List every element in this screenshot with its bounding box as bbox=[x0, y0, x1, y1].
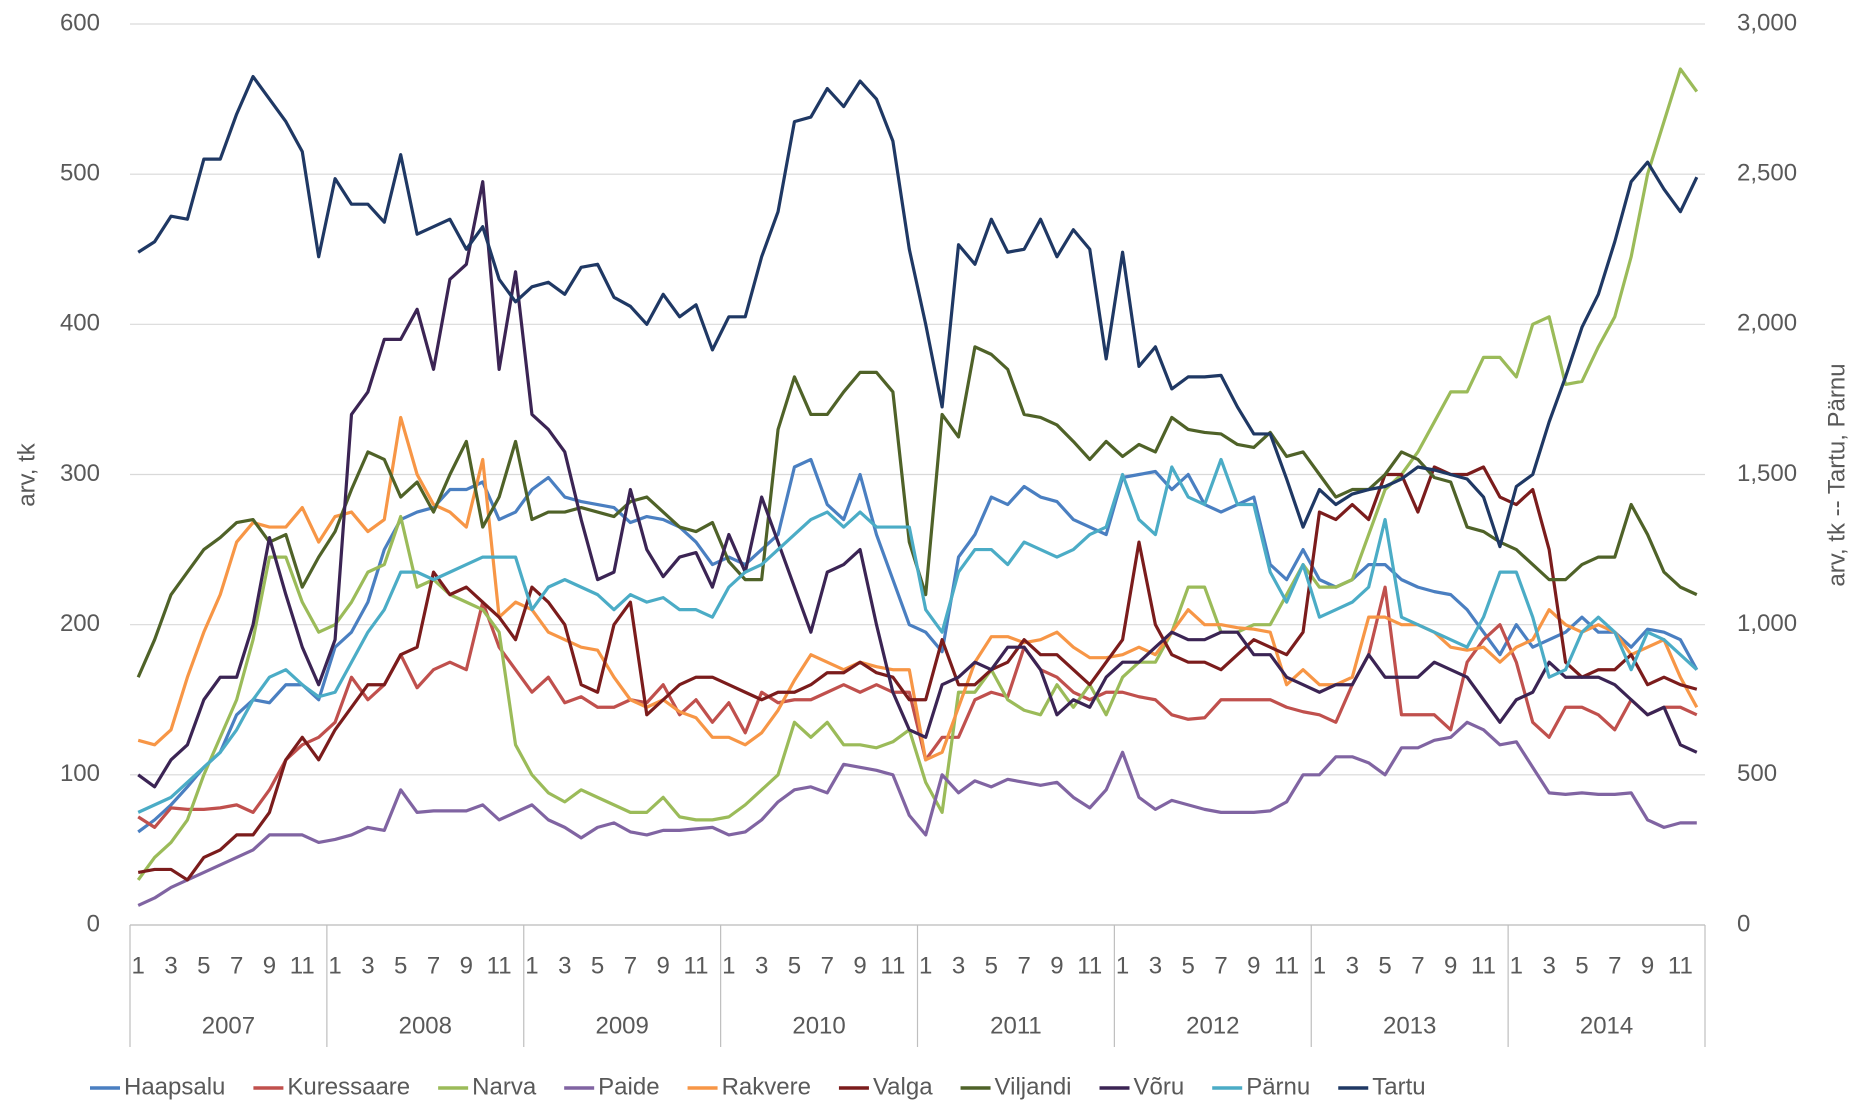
y-tick-label: 200 bbox=[60, 610, 100, 637]
year-label: 2014 bbox=[1580, 1012, 1633, 1039]
y2-tick-label: 2,500 bbox=[1737, 160, 1797, 187]
x-tick-label: 1 bbox=[328, 952, 341, 979]
series-line bbox=[138, 722, 1697, 905]
x-tick-label: 7 bbox=[230, 952, 243, 979]
x-tick-label: 7 bbox=[427, 952, 440, 979]
y-tick-label: 400 bbox=[60, 310, 100, 337]
year-label: 2009 bbox=[595, 1012, 648, 1039]
x-tick-label: 5 bbox=[1378, 952, 1391, 979]
y-tick-label: 600 bbox=[60, 9, 100, 36]
legend-label: Viljandi bbox=[995, 1073, 1072, 1100]
x-tick-label: 3 bbox=[1149, 952, 1162, 979]
chart: arv, tk arv, tk -- Tartu, Pärnu 0 100 200 3… bbox=[0, 0, 1855, 1104]
x-tick-label: 5 bbox=[197, 952, 210, 979]
y2-tick-label: 0 bbox=[1737, 910, 1750, 937]
y2-tick-label: 1,000 bbox=[1737, 610, 1797, 637]
x-tick-label: 1 bbox=[1313, 952, 1326, 979]
legend-label: Kuressaare bbox=[287, 1073, 410, 1100]
x-tick-label: 9 bbox=[657, 952, 670, 979]
x-tick-label: 11 bbox=[487, 952, 512, 979]
x-tick-label: 7 bbox=[1214, 952, 1227, 979]
x-tick-label: 5 bbox=[591, 952, 604, 979]
y2-tick-label: 2,000 bbox=[1737, 310, 1797, 337]
x-tick-label: 1 bbox=[919, 952, 932, 979]
x-tick-label: 11 bbox=[684, 952, 709, 979]
x-tick-label: 7 bbox=[1411, 952, 1424, 979]
x-tick-label: 7 bbox=[624, 952, 637, 979]
legend-label: Haapsalu bbox=[124, 1073, 225, 1100]
x-tick-label: 9 bbox=[1444, 952, 1457, 979]
year-label: 2010 bbox=[792, 1012, 845, 1039]
x-tick-label: 9 bbox=[1247, 952, 1260, 979]
x-tick-label: 1 bbox=[1116, 952, 1129, 979]
x-tick-label: 11 bbox=[1077, 952, 1102, 979]
year-label: 2008 bbox=[399, 1012, 452, 1039]
x-tick-label: 3 bbox=[755, 952, 768, 979]
legend-label: Paide bbox=[598, 1073, 659, 1100]
legend-label: Rakvere bbox=[722, 1073, 811, 1100]
year-label: 2011 bbox=[990, 1012, 1042, 1039]
x-tick-label: 3 bbox=[1542, 952, 1555, 979]
y2-tick-label: 3,000 bbox=[1737, 9, 1797, 36]
x-tick-label: 9 bbox=[1641, 952, 1654, 979]
x-tick-label: 9 bbox=[1050, 952, 1063, 979]
y-tick-label: 500 bbox=[60, 160, 100, 187]
x-tick-label: 1 bbox=[1510, 952, 1523, 979]
y2-axis-title: arv, tk -- Tartu, Pärnu bbox=[1823, 363, 1850, 586]
y2-tick-label: 500 bbox=[1737, 760, 1777, 787]
x-tick-label: 5 bbox=[985, 952, 998, 979]
x-tick-label: 7 bbox=[821, 952, 834, 979]
x-tick-label: 9 bbox=[263, 952, 276, 979]
y-tick-label: 300 bbox=[60, 460, 100, 487]
legend-label: Pärnu bbox=[1246, 1073, 1310, 1100]
x-tick-label: 3 bbox=[164, 952, 177, 979]
x-tick-label: 7 bbox=[1608, 952, 1621, 979]
y-tick-label: 100 bbox=[60, 760, 100, 787]
legend-label: Valga bbox=[873, 1073, 933, 1100]
x-tick-label: 3 bbox=[558, 952, 571, 979]
x-tick-label: 1 bbox=[525, 952, 538, 979]
legend-label: Võru bbox=[1134, 1073, 1185, 1100]
x-tick-label: 7 bbox=[1017, 952, 1030, 979]
x-tick-label: 11 bbox=[1471, 952, 1496, 979]
x-tick-label: 11 bbox=[290, 952, 315, 979]
x-tick-label: 5 bbox=[788, 952, 801, 979]
x-tick-label: 9 bbox=[460, 952, 473, 979]
x-tick-label: 3 bbox=[361, 952, 374, 979]
x-tick-label: 9 bbox=[853, 952, 866, 979]
x-tick-label: 1 bbox=[132, 952, 145, 979]
x-tick-label: 5 bbox=[1182, 952, 1195, 979]
x-tick-label: 3 bbox=[952, 952, 965, 979]
year-label: 2007 bbox=[202, 1012, 255, 1039]
y2-tick-label: 1,500 bbox=[1737, 460, 1797, 487]
legend-label: Narva bbox=[472, 1073, 537, 1100]
y-tick-label: 0 bbox=[87, 910, 100, 937]
x-tick-label: 3 bbox=[1346, 952, 1359, 979]
x-tick-label: 11 bbox=[1668, 952, 1693, 979]
year-label: 2012 bbox=[1186, 1012, 1239, 1039]
x-tick-label: 5 bbox=[394, 952, 407, 979]
year-label: 2013 bbox=[1383, 1012, 1436, 1039]
x-tick-label: 11 bbox=[880, 952, 905, 979]
legend-label: Tartu bbox=[1372, 1073, 1425, 1100]
x-tick-label: 1 bbox=[722, 952, 735, 979]
x-tick-label: 5 bbox=[1575, 952, 1588, 979]
x-tick-label: 11 bbox=[1274, 952, 1299, 979]
y-axis-title: arv, tk bbox=[13, 442, 40, 507]
